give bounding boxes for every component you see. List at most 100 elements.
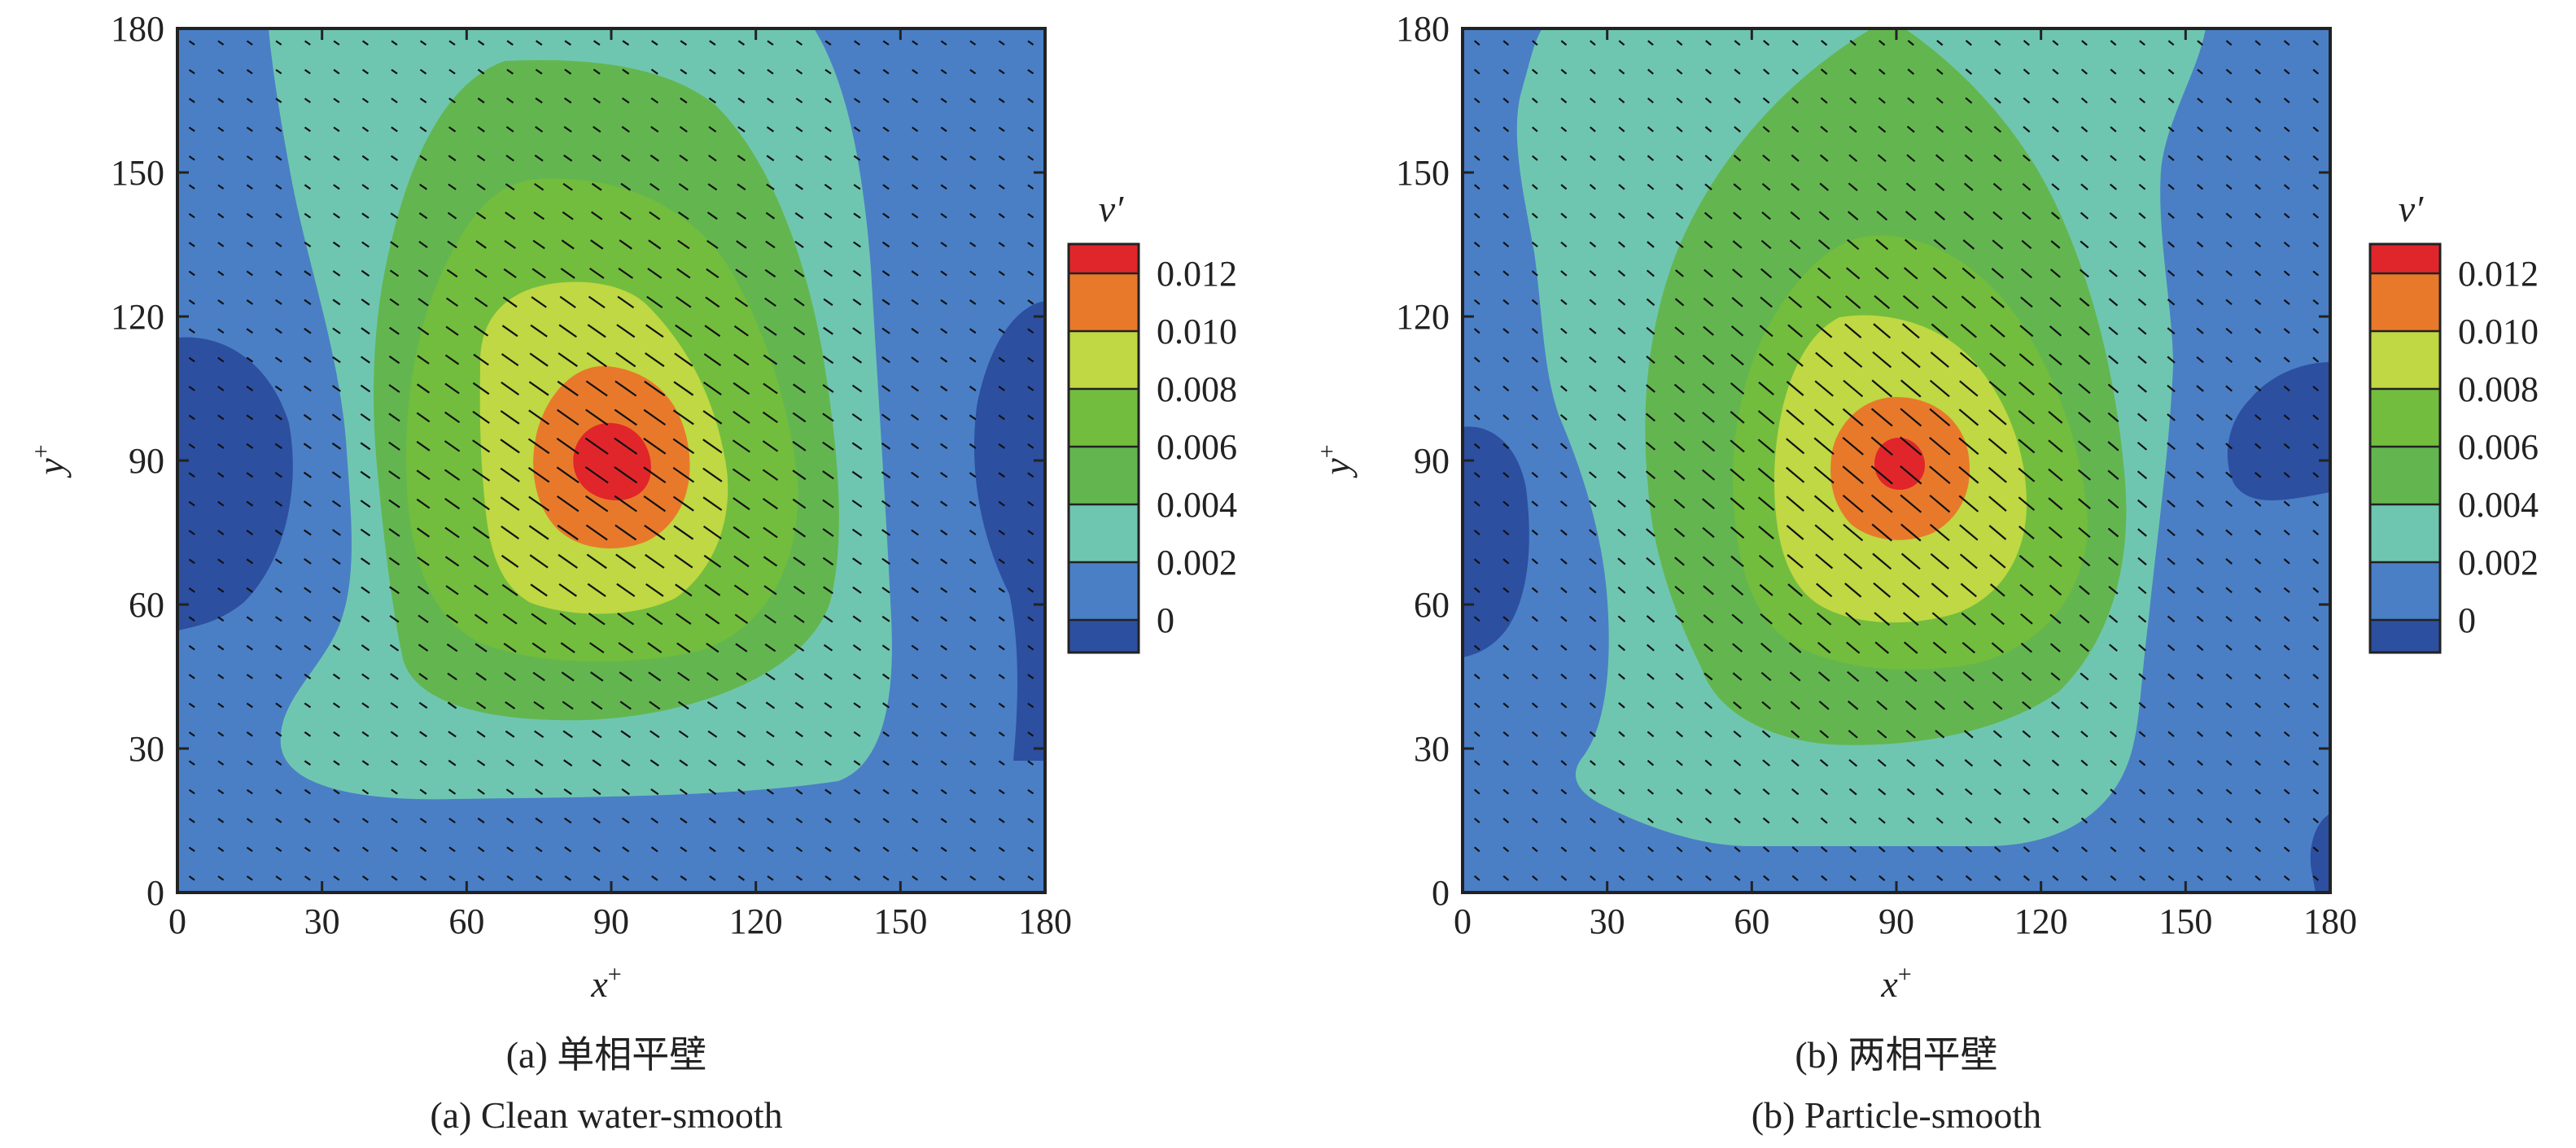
vector-arrow bbox=[1702, 556, 1715, 567]
vector-arrow bbox=[2196, 529, 2204, 536]
vector-arrow bbox=[1934, 211, 1946, 220]
vector-arrow bbox=[1704, 68, 1712, 75]
vector-arrow bbox=[1473, 270, 1480, 277]
vector-arrow bbox=[1844, 583, 1862, 598]
vector-arrow bbox=[1964, 154, 1974, 162]
vector-arrow bbox=[2139, 68, 2145, 75]
vector-arrow bbox=[416, 383, 431, 394]
vector-arrow bbox=[1027, 386, 1034, 391]
vector-arrow bbox=[444, 411, 461, 424]
vector-arrow bbox=[795, 875, 803, 881]
vector-arrow bbox=[2196, 702, 2204, 709]
vector-arrow bbox=[562, 211, 574, 220]
vector-arrow bbox=[246, 68, 253, 75]
colorbar-frame-b bbox=[2368, 242, 2442, 654]
vector-arrow bbox=[389, 615, 400, 623]
vector-arrow bbox=[2167, 183, 2175, 190]
vector-arrow bbox=[1905, 211, 1917, 221]
vector-arrow bbox=[794, 212, 804, 220]
vector-arrow bbox=[333, 875, 340, 881]
vector-arrow bbox=[1931, 323, 1948, 338]
vector-arrow bbox=[474, 584, 489, 596]
vector-arrow bbox=[940, 818, 947, 823]
vector-arrow bbox=[472, 497, 490, 511]
vector-arrow bbox=[1617, 500, 1626, 508]
vector-arrow bbox=[2136, 441, 2148, 451]
vector-arrow bbox=[333, 731, 340, 737]
x-tick-label-a-2: 60 bbox=[448, 901, 484, 941]
caption-cn-b: (b) 两相平壁 bbox=[1795, 1034, 1997, 1076]
colorbar-label-b-2: 0.008 bbox=[2458, 369, 2539, 409]
vector-arrow bbox=[188, 731, 195, 737]
vector-arrow bbox=[418, 644, 429, 652]
vector-arrow bbox=[391, 788, 398, 795]
vector-arrow bbox=[2312, 126, 2320, 133]
vector-arrow bbox=[2255, 299, 2262, 305]
vector-arrow bbox=[2052, 68, 2059, 75]
x-tick-label-b-1: 30 bbox=[1590, 901, 1625, 941]
vector-arrow bbox=[795, 98, 803, 103]
vector-arrow bbox=[503, 642, 517, 653]
vector-arrow bbox=[2255, 270, 2262, 277]
vector-arrow bbox=[2167, 875, 2175, 881]
vector-arrow bbox=[556, 466, 579, 484]
vector-arrow bbox=[361, 818, 370, 823]
vector-arrow bbox=[1842, 465, 1864, 485]
vector-arrow bbox=[852, 269, 862, 277]
vector-arrow bbox=[559, 295, 576, 308]
vector-arrow bbox=[823, 298, 833, 306]
vector-arrow bbox=[2196, 327, 2204, 334]
vector-arrow bbox=[531, 642, 546, 653]
vector-arrow bbox=[881, 500, 891, 508]
vector-arrow bbox=[1992, 701, 2003, 710]
vector-arrow bbox=[2312, 616, 2320, 622]
vector-arrow bbox=[911, 471, 920, 478]
vector-arrow bbox=[647, 642, 663, 653]
vector-arrow bbox=[477, 40, 485, 46]
vector-arrow bbox=[2255, 875, 2261, 881]
vector-arrow bbox=[1878, 68, 1886, 75]
vector-arrow bbox=[1929, 436, 1951, 456]
vector-arrow bbox=[969, 818, 977, 823]
vector-arrow bbox=[1589, 126, 1596, 133]
vector-arrow bbox=[505, 212, 516, 220]
vector-arrow bbox=[969, 846, 977, 853]
vector-arrow bbox=[534, 154, 544, 162]
vector-arrow bbox=[1791, 788, 1800, 796]
vector-arrow bbox=[217, 414, 225, 421]
vector-arrow bbox=[584, 437, 609, 455]
vector-arrow bbox=[1617, 327, 1626, 335]
vector-arrow bbox=[1647, 846, 1654, 853]
vector-arrow bbox=[762, 497, 778, 510]
vector-arrow bbox=[2110, 126, 2117, 133]
vector-arrow bbox=[1958, 437, 1979, 456]
vector-arrow bbox=[2080, 731, 2088, 738]
vector-arrow bbox=[2080, 155, 2088, 162]
vector-arrow bbox=[1589, 212, 1597, 219]
vector-arrow bbox=[1502, 846, 1510, 853]
vector-arrow bbox=[1933, 238, 1946, 251]
vector-arrow bbox=[649, 154, 659, 162]
vector-arrow bbox=[2137, 615, 2147, 623]
colorbar-swatch-b-1 bbox=[2370, 273, 2440, 331]
vector-arrow bbox=[1959, 524, 1979, 541]
vector-arrow bbox=[762, 469, 779, 481]
vector-arrow bbox=[448, 40, 456, 46]
vector-arrow bbox=[2077, 440, 2092, 452]
vector-arrow bbox=[1871, 523, 1893, 542]
vector-arrow bbox=[1848, 730, 1858, 739]
vector-arrow bbox=[2225, 788, 2233, 795]
vector-arrow bbox=[1502, 443, 1510, 449]
vector-arrow bbox=[998, 242, 1005, 247]
vector-arrow bbox=[1502, 529, 1510, 536]
vector-arrow bbox=[391, 98, 398, 103]
vector-arrow bbox=[2225, 731, 2233, 737]
vector-arrow bbox=[1027, 40, 1034, 46]
vector-arrow bbox=[188, 760, 195, 766]
vector-arrow bbox=[333, 788, 340, 795]
vector-arrow bbox=[706, 212, 718, 220]
vector-arrow bbox=[1763, 40, 1770, 46]
vector-arrow bbox=[389, 269, 400, 277]
vector-arrow bbox=[2196, 471, 2205, 479]
vector-arrow bbox=[763, 354, 778, 365]
